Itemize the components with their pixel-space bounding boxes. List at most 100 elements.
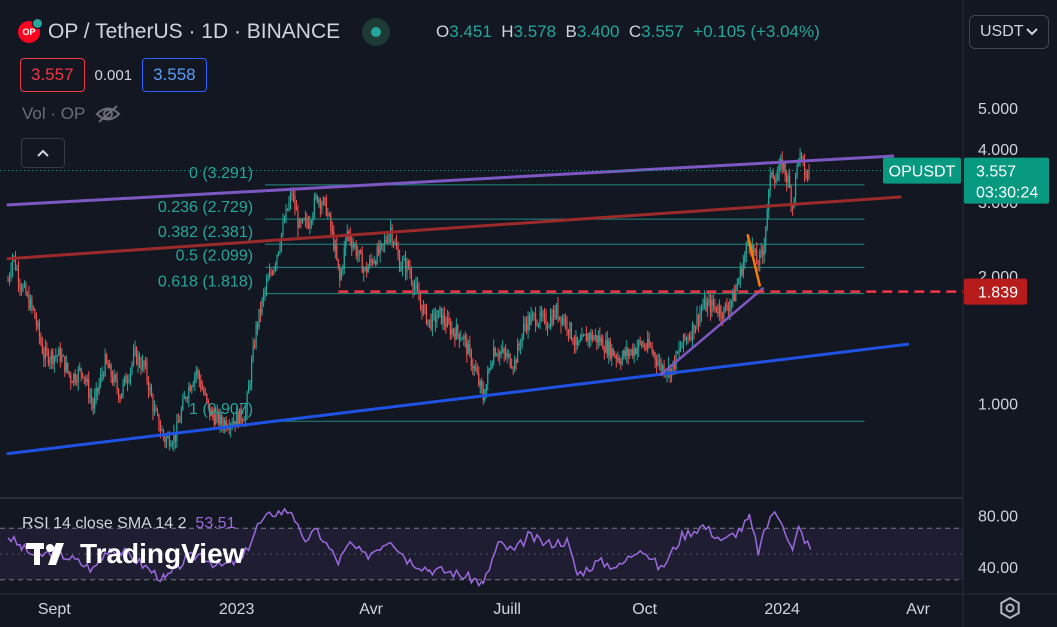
candle-body (71, 382, 73, 384)
candle-body (744, 254, 746, 262)
trendline-orange-pullback-line (746, 234, 761, 287)
candle-body (282, 221, 284, 234)
candle-body (756, 250, 758, 265)
candle-body (300, 220, 302, 223)
buy-button[interactable]: 3.558 (142, 58, 207, 92)
candle-body (32, 306, 35, 309)
collapse-legend-button[interactable] (21, 138, 65, 168)
candle-body (428, 319, 431, 321)
candle-body (321, 204, 323, 209)
candle-body (159, 428, 162, 431)
symbol-title[interactable]: OP / TetherUS · 1D · BINANCE (48, 20, 341, 43)
candle-body (103, 374, 105, 376)
time-axis-tick: Avr (359, 601, 383, 618)
candle-body (129, 369, 132, 379)
candle-body (540, 311, 543, 317)
candle-body (77, 368, 79, 383)
candle-body (534, 313, 537, 326)
candle-body (584, 334, 586, 336)
candle-body (219, 414, 221, 425)
rsi-legend[interactable]: RSI 14 close SMA 14 2 53.51 (22, 515, 235, 533)
candle-body (679, 348, 682, 350)
candle-body (53, 356, 55, 364)
candle-body (711, 299, 713, 313)
currency-selector[interactable]: USDT (969, 15, 1049, 49)
price-axis-tick: 4.000 (978, 142, 1018, 159)
candle-body (494, 347, 496, 356)
candle-body (726, 305, 728, 309)
candle-body (472, 366, 474, 369)
candle-body (170, 445, 172, 447)
candle-body (627, 348, 629, 356)
candle-body (122, 382, 124, 394)
candle-body (673, 361, 676, 369)
candle-body (397, 248, 399, 255)
candle-body (80, 368, 82, 374)
candle-body (787, 176, 789, 183)
candle-body (174, 433, 176, 441)
candle-body (615, 355, 617, 360)
candle-body (204, 393, 206, 395)
candle-body (663, 365, 665, 375)
candle-body (440, 307, 443, 324)
candle-body (543, 314, 546, 316)
candle-body (55, 355, 57, 357)
candle-body (392, 242, 395, 244)
candle-body (684, 334, 686, 340)
candle-body (427, 319, 429, 324)
candle-body (660, 360, 662, 371)
candle-body (735, 289, 737, 302)
candle-body (101, 374, 103, 376)
market-status-icon[interactable] (362, 18, 391, 46)
candle-body (437, 310, 440, 319)
candle-body (201, 388, 203, 390)
candle-body (424, 305, 426, 307)
candle-body (70, 374, 72, 383)
candle-body (324, 197, 326, 199)
open-value: 3.451 (449, 22, 492, 41)
candle-body (373, 261, 375, 264)
candle-body (252, 345, 254, 361)
candle-body (443, 314, 446, 324)
candle-body (62, 355, 64, 357)
candle-body (621, 356, 623, 364)
candle-body (676, 352, 679, 354)
candle-body (100, 375, 102, 384)
candle-body (315, 195, 317, 198)
candle-body (218, 411, 220, 425)
candle-body (789, 176, 791, 188)
candle-body (629, 352, 631, 356)
candle-body (61, 355, 63, 361)
candle-body (13, 256, 15, 258)
candle-body (458, 333, 460, 341)
candle-body (777, 174, 779, 181)
volume-legend[interactable]: Vol · OP (22, 104, 121, 124)
candle-body (606, 339, 608, 356)
eye-off-icon[interactable] (95, 104, 121, 124)
fib-level-label: 0.618 (1.818) (158, 274, 253, 291)
candle-body (259, 308, 262, 313)
candle-body (150, 387, 153, 397)
candle-body (109, 364, 111, 369)
candle-body (439, 307, 441, 311)
candle-body (596, 335, 598, 343)
candle-body (718, 306, 720, 314)
candle-body (334, 245, 336, 250)
sell-button[interactable]: 3.557 (20, 58, 85, 92)
candle-body (337, 258, 339, 268)
axis-settings-button[interactable] (999, 596, 1021, 620)
candle-body (738, 279, 740, 285)
symbol-tag-label: OPUSDT (889, 164, 956, 181)
candle-body (449, 322, 451, 335)
candle-body (455, 325, 457, 340)
rsi-line (7, 507, 812, 588)
candle-body (11, 256, 14, 271)
candle-body (525, 323, 528, 331)
candle-body (419, 300, 422, 305)
candle-body (384, 240, 386, 244)
candle-body (418, 290, 420, 301)
candle-body (233, 421, 235, 425)
time-axis-tick: Avr (906, 601, 930, 618)
candle-body (762, 250, 764, 256)
